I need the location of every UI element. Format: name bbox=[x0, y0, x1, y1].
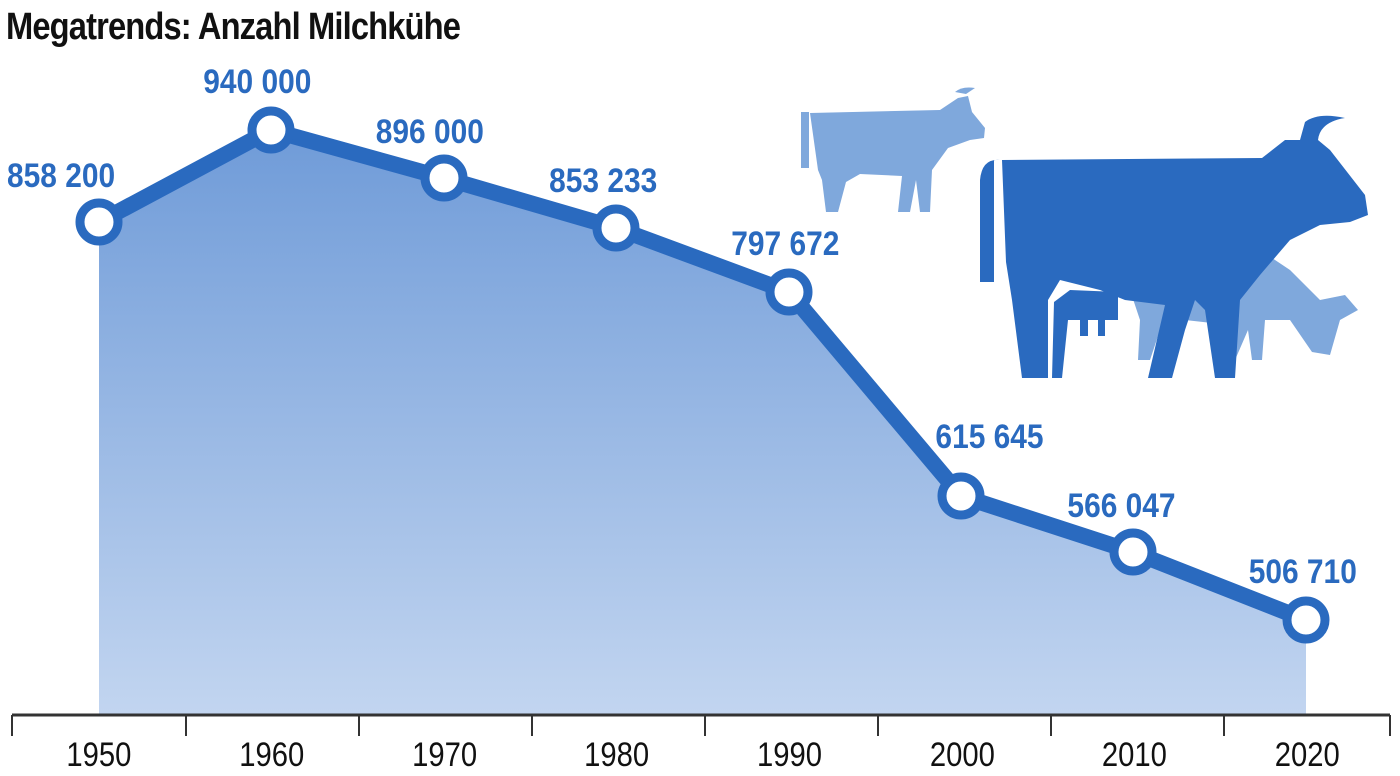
value-label-1990: 797 672 bbox=[731, 224, 839, 262]
x-axis bbox=[11, 713, 1391, 736]
x-label-2010: 2010 bbox=[1102, 735, 1167, 774]
x-label-1950: 1950 bbox=[66, 735, 131, 774]
value-label-2000: 615 645 bbox=[935, 417, 1043, 455]
x-label-1980: 1980 bbox=[584, 735, 649, 774]
data-line bbox=[91, 122, 1314, 628]
value-label-1970: 896 000 bbox=[376, 112, 484, 150]
large-cow-icon bbox=[980, 115, 1368, 378]
value-label-1950: 858 200 bbox=[7, 156, 115, 194]
x-axis-labels: 1950 1960 1970 1980 1990 2000 2010 2020 bbox=[66, 735, 1339, 774]
x-label-1960: 1960 bbox=[239, 735, 304, 774]
area-fill bbox=[99, 130, 1306, 714]
x-label-2020: 2020 bbox=[1275, 735, 1340, 774]
x-label-2000: 2000 bbox=[930, 735, 995, 774]
data-point-2020 bbox=[1282, 596, 1330, 644]
value-labels: 858 200 940 000 896 000 853 233 797 672 … bbox=[7, 62, 1357, 590]
data-point-1960 bbox=[247, 106, 295, 154]
data-point-2010 bbox=[1109, 528, 1157, 576]
data-point-1990 bbox=[765, 268, 813, 316]
data-point-1970 bbox=[420, 154, 468, 202]
data-markers bbox=[75, 106, 1330, 644]
data-point-2000 bbox=[937, 472, 985, 520]
data-point-1950 bbox=[75, 198, 123, 246]
value-label-1980: 853 233 bbox=[549, 161, 657, 199]
small-cow-icon bbox=[801, 87, 985, 212]
data-point-1980 bbox=[592, 204, 640, 252]
value-label-1960: 940 000 bbox=[203, 62, 311, 100]
x-label-1990: 1990 bbox=[757, 735, 822, 774]
chart-title: Megatrends: Anzahl Milchkühe bbox=[6, 6, 461, 48]
value-label-2020: 506 710 bbox=[1249, 552, 1357, 590]
x-label-1970: 1970 bbox=[412, 735, 477, 774]
value-label-2010: 566 047 bbox=[1067, 486, 1175, 524]
